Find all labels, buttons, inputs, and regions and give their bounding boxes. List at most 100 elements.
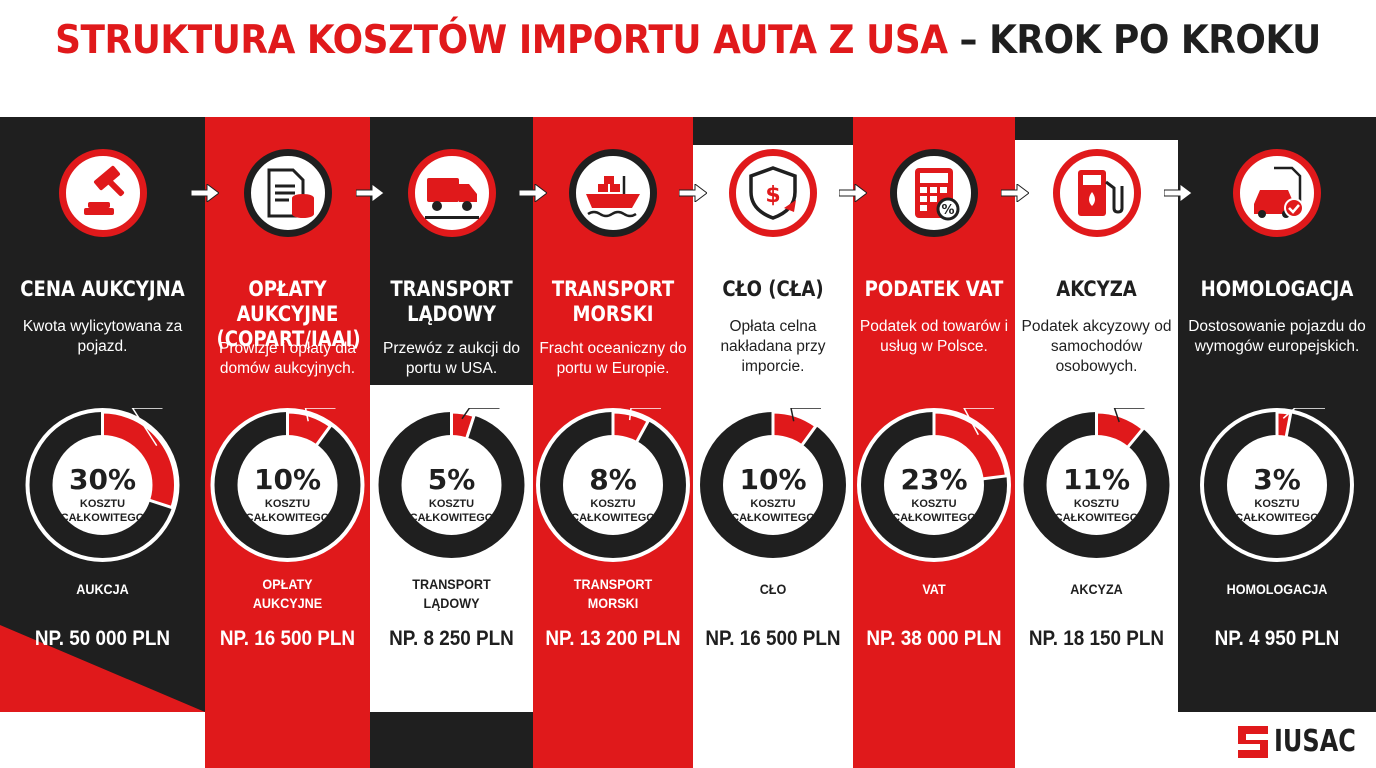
price-label: NP. 50 000 PLN	[34, 627, 171, 650]
svg-text:%: %	[941, 203, 954, 218]
center-caption: CAŁKOWITEGO	[731, 512, 815, 524]
step-column: TRANSPORT LĄDOWY Przewóz z aukcji do port…	[370, 0, 533, 768]
step-icon-circle	[569, 149, 657, 237]
gavel-icon	[83, 165, 124, 215]
calculator-icon: %	[915, 168, 960, 221]
step-title: AKCYZA	[1056, 277, 1137, 301]
center-caption: CAŁKOWITEGO	[61, 512, 145, 524]
price-label: NP. 16 500 PLN	[219, 627, 356, 650]
step-column: TRANSPORT MORSKI Fracht oceaniczny do por…	[533, 0, 693, 768]
center-caption: KOSZTU	[429, 498, 474, 510]
arrow-right-icon	[1164, 184, 1192, 202]
center-caption: KOSZTU	[1254, 498, 1299, 510]
step-column: $ CŁO (CŁA) Opłata celna nakładana przy im…	[693, 0, 853, 768]
donut-hole	[884, 435, 984, 535]
center-caption: KOSZTU	[911, 498, 956, 510]
center-percent-label: 30%	[69, 463, 136, 496]
step-icon-circle: $	[729, 149, 817, 237]
center-caption: KOSZTU	[590, 498, 635, 510]
fuel-pump-icon	[1077, 170, 1123, 216]
price-label: NP. 4 950 PLN	[1214, 627, 1340, 650]
center-percent-label: 5%	[428, 463, 476, 496]
center-caption: CAŁKOWITEGO	[892, 512, 976, 524]
shield-dollar-icon: $	[749, 166, 797, 220]
page-title: STRUKTURA KOSZTÓW IMPORTU AUTA Z USA – K…	[55, 18, 1321, 63]
band-5-bottom	[693, 712, 853, 768]
logo-text: IUSAC	[1274, 724, 1356, 759]
center-percent-label: 10%	[254, 463, 321, 496]
truck-icon	[424, 178, 479, 219]
donut-hole	[401, 435, 502, 535]
step-icon-circle	[1233, 149, 1321, 237]
center-percent-label: 10%	[739, 463, 806, 496]
step-description: Fracht oceaniczny do portu w Europie.	[539, 340, 687, 377]
step-title: TRANSPORT MORSKI	[551, 277, 675, 326]
leader-line	[1282, 408, 1325, 419]
center-caption: KOSZTU	[80, 498, 125, 510]
title-part-2: – KROK PO KROKU	[959, 18, 1322, 63]
center-caption: KOSZTU	[750, 498, 795, 510]
leader-line	[963, 408, 994, 436]
category-label: AUKCJA	[76, 581, 129, 597]
step-icon-circle	[58, 149, 147, 237]
svg-text:$: $	[765, 183, 780, 208]
donut-hole	[52, 435, 153, 535]
iusac-logo-icon	[1238, 726, 1268, 758]
step-column: OPŁATY AUKCYJNE (COPART/IAAI) Prowizje i …	[205, 0, 370, 768]
step-title: OPŁATY AUKCYJNE (COPART/IAAI)	[216, 277, 361, 351]
arrow-right-icon	[519, 184, 547, 202]
center-caption: CAŁKOWITEGO	[571, 512, 655, 524]
category-label: TRANSPORT MORSKI	[573, 576, 653, 611]
arrow-right-icon	[1001, 184, 1029, 202]
leader-line	[131, 408, 163, 447]
step-title: CENA AUKCYJNA	[20, 277, 185, 301]
step-description: Prowizje i opłaty dla domów aukcyjnych.	[219, 340, 356, 377]
category-label: CŁO	[759, 581, 787, 597]
category-label: OPŁATY AUKCYJNE	[252, 576, 323, 611]
step-description: Podatek akcyzowy od samochodów osobowych…	[1021, 318, 1172, 375]
arrow-right-icon	[839, 184, 867, 202]
step-column: AKCYZA Podatek akcyzowy od samochodów oso…	[1015, 0, 1178, 768]
leader-line	[628, 408, 661, 421]
arrow-right-icon	[679, 184, 707, 202]
step-title: CŁO (CŁA)	[722, 277, 824, 301]
step-title: TRANSPORT LĄDOWY	[390, 277, 513, 326]
leader-line	[304, 408, 336, 422]
center-percent-label: 3%	[1253, 463, 1301, 496]
center-caption: CAŁKOWITEGO	[1235, 512, 1319, 524]
step-description: Kwota wylicytowana za pojazd.	[22, 318, 183, 355]
category-label: AKCYZA	[1070, 581, 1123, 597]
step-description: Podatek od towarów i usług w Polsce.	[859, 318, 1009, 355]
band-5-top	[693, 117, 853, 145]
category-label: TRANSPORT LĄDOWY	[412, 576, 491, 611]
band-7-top	[1015, 117, 1178, 140]
price-label: NP. 38 000 PLN	[866, 627, 1002, 650]
center-caption: KOSZTU	[265, 498, 310, 510]
donut-hole	[563, 435, 663, 535]
category-label: HOMOLOGACJA	[1226, 581, 1328, 597]
price-label: NP. 13 200 PLN	[545, 627, 681, 650]
leader-line	[1113, 408, 1145, 423]
donut-hole	[237, 435, 338, 535]
center-caption: CAŁKOWITEGO	[246, 512, 330, 524]
price-label: NP. 8 250 PLN	[389, 627, 514, 650]
center-percent-label: 23%	[900, 463, 967, 496]
donut-hole	[723, 435, 823, 535]
document-coins-icon	[267, 168, 314, 218]
band-1-corner	[0, 625, 205, 712]
step-column: % PODATEK VAT Podatek od towarów i usług w…	[853, 0, 1015, 768]
center-caption: KOSZTU	[1074, 498, 1119, 510]
donut-hole	[1227, 435, 1327, 535]
leader-line	[790, 408, 821, 422]
donut-hole	[1046, 435, 1147, 535]
center-percent-label: 8%	[589, 463, 637, 496]
center-caption: CAŁKOWITEGO	[410, 512, 494, 524]
